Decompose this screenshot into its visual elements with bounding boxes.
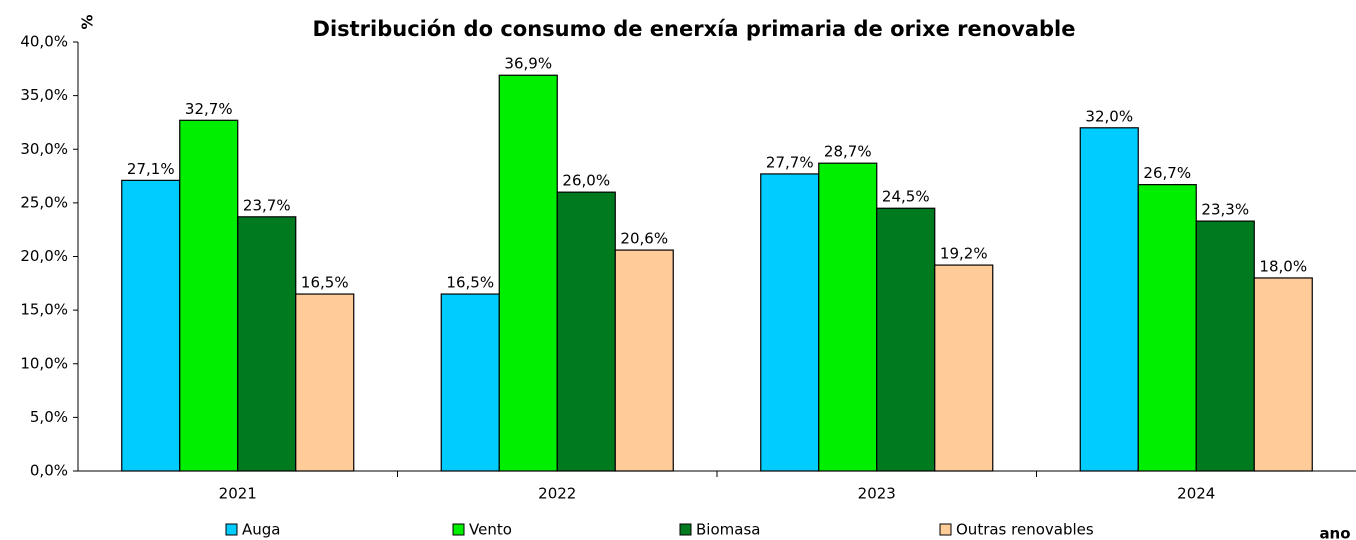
bar (121, 179, 181, 472)
bar (556, 191, 616, 472)
x-axis-label: ano (1319, 525, 1350, 540)
legend-label: Auga (242, 521, 280, 539)
bar (876, 207, 936, 472)
bar (934, 264, 994, 472)
y-tick-label: 5,0% (30, 408, 68, 426)
value-label: 32,7% (185, 100, 233, 118)
value-label: 26,7% (1143, 164, 1191, 182)
bar (1195, 220, 1255, 472)
bar (1253, 277, 1313, 472)
bar (1137, 184, 1197, 472)
legend-label: Biomasa (696, 521, 760, 539)
value-label: 26,0% (562, 172, 610, 190)
value-label: 32,0% (1085, 107, 1133, 125)
legend-swatch (225, 523, 238, 536)
legend-swatch (939, 523, 952, 536)
bar (1079, 127, 1139, 472)
y-tick-label: 15,0% (20, 301, 68, 319)
value-label: 24,5% (882, 188, 930, 206)
x-tick-label: 2021 (219, 485, 257, 503)
value-label: 23,3% (1201, 201, 1249, 219)
value-label: 36,9% (504, 55, 552, 73)
value-label: 20,6% (620, 230, 668, 248)
legend-label: Outras renovables (956, 521, 1094, 539)
bar (179, 119, 239, 472)
value-label: 27,7% (766, 153, 814, 171)
y-tick-label: 20,0% (20, 247, 68, 265)
y-tick-label: 25,0% (20, 193, 68, 211)
value-label: 19,2% (940, 245, 988, 263)
bar (614, 249, 674, 472)
value-label: 23,7% (243, 196, 291, 214)
x-tick-label: 2023 (858, 485, 896, 503)
value-label: 18,0% (1259, 257, 1307, 275)
y-tick-label: 0,0% (30, 462, 68, 480)
bar (498, 74, 558, 472)
value-label: 27,1% (127, 160, 175, 178)
legend-swatch (679, 523, 692, 536)
value-label: 16,5% (301, 274, 349, 292)
bar (440, 293, 500, 472)
bar (295, 293, 355, 472)
x-tick-label: 2022 (538, 485, 576, 503)
value-label: 28,7% (824, 143, 872, 161)
bar (760, 173, 820, 472)
y-tick-label: 10,0% (20, 354, 68, 372)
legend-label: Vento (469, 521, 512, 539)
y-tick-label: 30,0% (20, 140, 68, 158)
value-label: 16,5% (446, 274, 494, 292)
y-tick-label: 35,0% (20, 86, 68, 104)
y-axis-label: % (79, 14, 97, 29)
bar (237, 216, 297, 472)
y-tick-label: 40,0% (20, 33, 68, 51)
legend-swatch (452, 523, 465, 536)
chart-title: Distribución do consumo de enerxía prima… (313, 17, 1076, 41)
bar (818, 162, 878, 472)
x-tick-label: 2024 (1177, 485, 1215, 503)
